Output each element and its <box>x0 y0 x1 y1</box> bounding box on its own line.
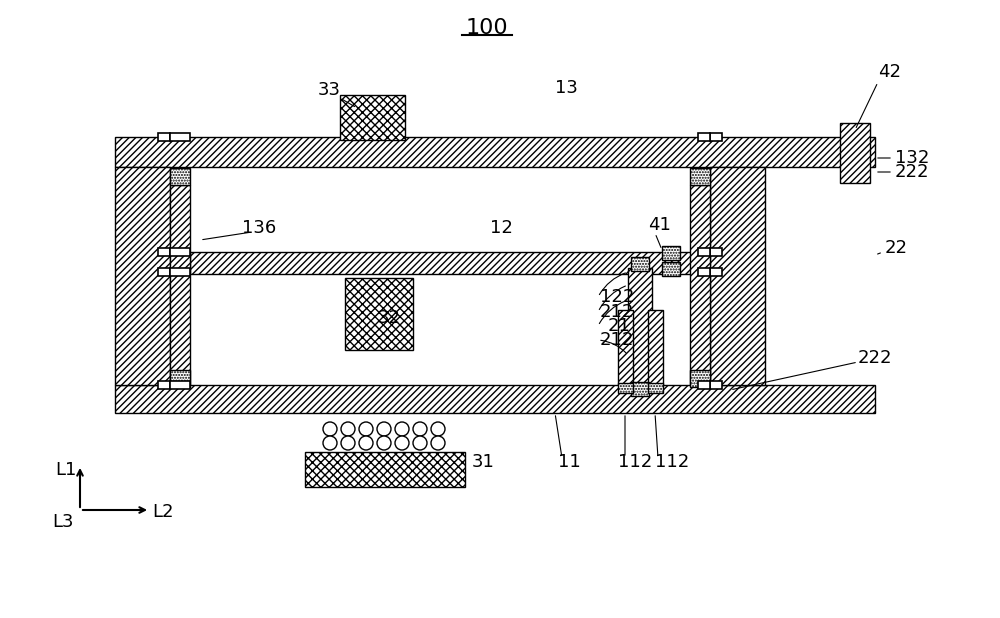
Bar <box>698 268 710 276</box>
Bar <box>170 133 190 141</box>
Bar <box>710 381 722 389</box>
Bar <box>690 370 710 387</box>
Text: 222: 222 <box>895 163 929 181</box>
Circle shape <box>341 436 355 450</box>
Circle shape <box>359 422 373 436</box>
Circle shape <box>413 422 427 436</box>
Text: 33: 33 <box>318 81 341 99</box>
Circle shape <box>395 436 409 450</box>
Bar <box>690 168 710 185</box>
Circle shape <box>431 422 445 436</box>
Bar <box>710 133 722 141</box>
Text: 222: 222 <box>858 349 892 367</box>
Text: 212: 212 <box>600 303 634 321</box>
Bar <box>618 310 633 385</box>
Text: 22: 22 <box>885 239 908 257</box>
Text: 136: 136 <box>242 219 276 237</box>
Text: L3: L3 <box>52 513 74 531</box>
Text: 132: 132 <box>895 149 929 167</box>
Circle shape <box>323 422 337 436</box>
Text: 41: 41 <box>648 216 671 234</box>
Bar <box>190 252 720 274</box>
Bar <box>648 310 663 385</box>
Bar <box>170 370 190 387</box>
Text: 11: 11 <box>558 453 581 471</box>
Circle shape <box>395 422 409 436</box>
Bar <box>710 167 765 385</box>
Bar <box>698 248 710 256</box>
Circle shape <box>359 436 373 450</box>
Bar <box>170 248 190 256</box>
Bar <box>170 185 190 385</box>
Bar <box>115 137 875 167</box>
Bar <box>618 383 633 393</box>
Bar <box>631 257 649 271</box>
Bar <box>305 452 465 487</box>
Bar <box>170 268 190 276</box>
Circle shape <box>341 422 355 436</box>
Bar <box>158 248 170 256</box>
Bar <box>840 123 870 183</box>
Bar <box>115 385 875 413</box>
Circle shape <box>323 436 337 450</box>
Circle shape <box>377 422 391 436</box>
Text: 122: 122 <box>600 288 634 306</box>
Text: 13: 13 <box>555 79 578 97</box>
Bar <box>170 168 190 185</box>
Bar <box>710 248 722 256</box>
Bar <box>628 268 652 388</box>
Circle shape <box>431 436 445 450</box>
Text: L1: L1 <box>55 461 76 479</box>
Bar <box>115 167 170 385</box>
Bar <box>662 246 680 260</box>
Bar <box>648 383 663 393</box>
Bar <box>662 262 680 276</box>
Bar <box>158 133 170 141</box>
Text: 212: 212 <box>600 331 634 349</box>
Bar <box>345 278 413 350</box>
Bar <box>698 133 710 141</box>
Bar <box>158 381 170 389</box>
Text: 112: 112 <box>655 453 689 471</box>
Text: 100: 100 <box>466 18 508 38</box>
Text: 42: 42 <box>878 63 901 81</box>
Circle shape <box>413 436 427 450</box>
Bar <box>631 382 649 396</box>
Bar <box>340 95 405 140</box>
Text: 31: 31 <box>472 453 495 471</box>
Bar <box>170 381 190 389</box>
Bar <box>690 185 710 385</box>
Text: 12: 12 <box>490 219 513 237</box>
Bar <box>710 268 722 276</box>
Text: 112: 112 <box>618 453 652 471</box>
Circle shape <box>377 436 391 450</box>
Bar <box>158 268 170 276</box>
Text: L2: L2 <box>152 503 174 521</box>
Bar <box>698 381 710 389</box>
Text: 21: 21 <box>608 317 631 335</box>
Text: 32: 32 <box>378 309 401 327</box>
